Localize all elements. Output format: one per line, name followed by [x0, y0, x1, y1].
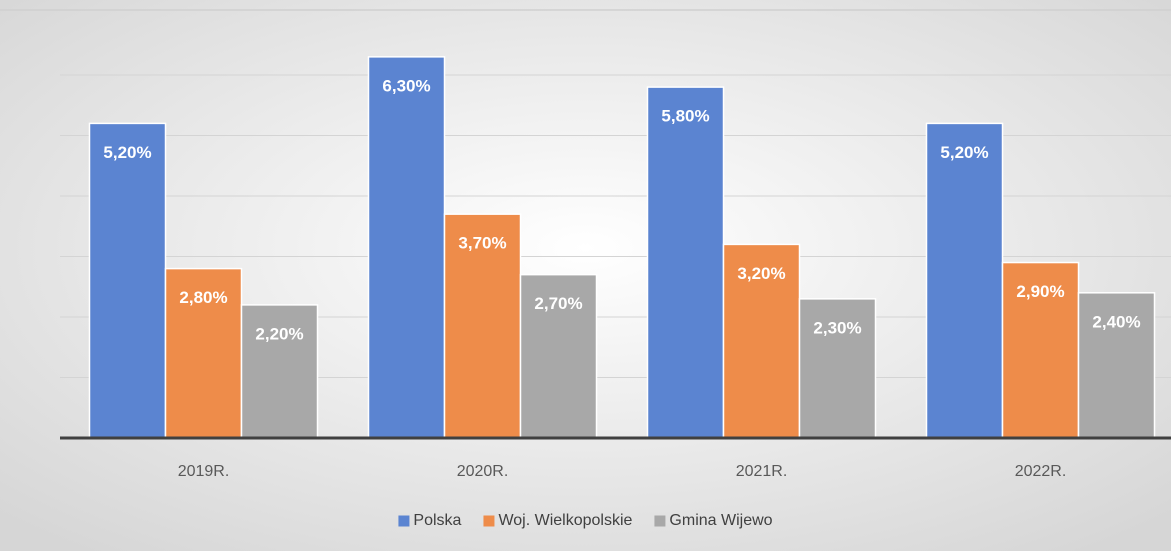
legend-swatch — [398, 515, 410, 527]
bar — [519, 273, 598, 439]
bar — [1001, 261, 1080, 439]
data-label: 5,20% — [940, 143, 988, 162]
bar — [646, 86, 725, 439]
bar — [88, 122, 167, 439]
legend-label: Gmina Wijewo — [669, 512, 772, 529]
data-label: 2,20% — [255, 324, 303, 343]
bar — [240, 304, 319, 439]
x-tick-label: 2019R. — [178, 463, 230, 480]
data-label: 3,20% — [737, 264, 785, 283]
bar — [367, 56, 446, 439]
x-tick-label: 2020R. — [457, 463, 509, 480]
data-label: 2,70% — [534, 294, 582, 313]
data-label: 5,20% — [103, 143, 151, 162]
bar — [164, 267, 243, 439]
x-tick-label: 2022R. — [1015, 463, 1067, 480]
data-label: 2,40% — [1092, 312, 1140, 331]
bar — [1077, 292, 1156, 439]
legend-label: Polska — [413, 512, 461, 529]
legend-swatch — [483, 515, 495, 527]
bar — [798, 298, 877, 439]
data-label: 2,90% — [1016, 282, 1064, 301]
data-label: 3,70% — [458, 234, 506, 253]
data-label: 2,30% — [813, 318, 861, 337]
bar — [722, 243, 801, 439]
bar — [925, 122, 1004, 439]
x-tick-label: 2021R. — [736, 463, 788, 480]
legend-label: Woj. Wielkopolskie — [498, 512, 632, 529]
data-label: 2,80% — [179, 288, 227, 307]
legend-swatch — [654, 515, 666, 527]
data-label: 5,80% — [661, 107, 709, 126]
data-label: 6,30% — [382, 76, 430, 95]
bar — [443, 213, 522, 439]
